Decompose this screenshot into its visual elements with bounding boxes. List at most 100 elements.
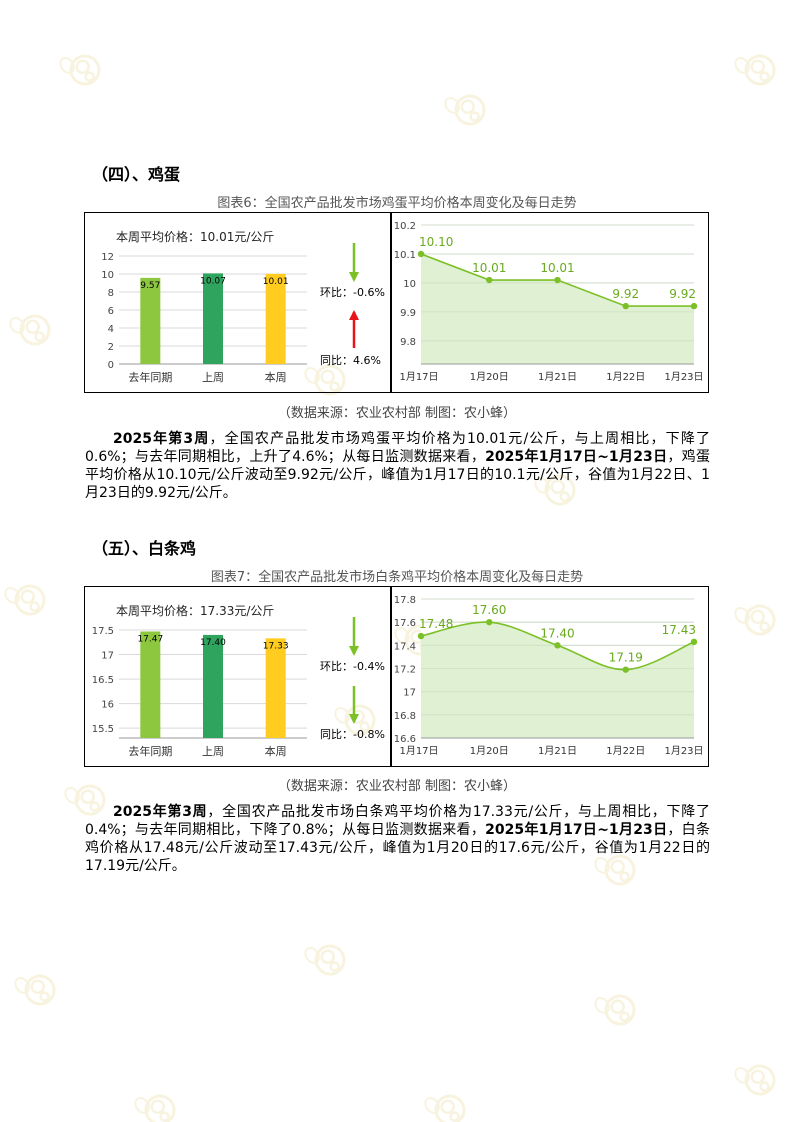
data-point: [690, 638, 698, 646]
line-y-tick-label: 16.8: [394, 711, 416, 722]
bar-y-tick-label: 16.5: [92, 675, 114, 686]
line-y-tick-label: 17: [403, 688, 416, 699]
data-label: 17.48: [419, 617, 453, 631]
data-label: 17.60: [472, 603, 506, 617]
bar-y-tick-label: 17: [101, 651, 114, 662]
watermark-bee-logo: [134, 1094, 176, 1122]
source-note-egg: （数据来源：农业农村部 制图：农小蜂）: [277, 406, 517, 421]
watermark-bee-logo: [14, 974, 56, 1006]
x-tick-label: 1月22日: [606, 371, 645, 383]
x-tick-label: 1月22日: [606, 745, 645, 757]
bar-y-tick-label: 4: [108, 324, 114, 335]
paragraph-bold: 2025年第3周: [113, 804, 208, 820]
figure-divider: [390, 587, 392, 766]
bar-data-label: 9.57: [140, 281, 160, 291]
bar-category-label: 去年同期: [128, 744, 172, 758]
summary-paragraph-egg: 2025年第3周，全国农产品批发市场鸡蛋平均价格为10.01元/公斤，与上周相比…: [85, 430, 710, 502]
watermark-bee-logo: [594, 994, 636, 1026]
x-tick-label: 1月21日: [538, 745, 577, 757]
area-fill: [421, 622, 694, 738]
bar-y-tick-label: 15.5: [92, 724, 114, 735]
figure-egg: 本周平均价格：10.01元/公斤 0 2 4 6 8 10 12 9.57 去年同期 10.07 上周…: [84, 212, 709, 393]
bar-data-label: 17.33: [263, 641, 289, 651]
data-label: 17.43: [662, 623, 696, 637]
paragraph-text: ，全国农产品批发市场鸡蛋平均价格为10.01元/公斤，与上周相比，下降了0.6%…: [85, 431, 710, 465]
line-chart-egg: 9.8 9.9 10 10.1 10.210.10 1月17日 10.01 1月20日 10.0…: [394, 221, 704, 383]
watermark-bee-logo: [734, 1064, 776, 1096]
bar-category-label: 上周: [202, 745, 224, 758]
x-tick-label: 1月23日: [664, 371, 703, 383]
watermark-bee-logo: [444, 94, 486, 126]
x-tick-label: 1月21日: [538, 371, 577, 383]
bar-data-label: 10.01: [263, 277, 289, 287]
line-y-tick-label: 10: [403, 279, 416, 290]
tongbi-label: 同比：4.6%: [320, 354, 381, 367]
bar-data-label: 17.47: [137, 634, 163, 644]
bar-y-tick-label: 16: [101, 700, 114, 711]
line-chart-chicken: 16.6 16.8 17 17.2 17.4 17.6 17.817.48 1月17日 17.6…: [394, 595, 704, 757]
bar-category-label: 本周: [265, 370, 287, 384]
figure-chicken: 本周平均价格：17.33元/公斤 15.5 16 16.5 17 17.5 17.47 去年同…: [84, 586, 709, 767]
watermark-bee-logo: [734, 604, 776, 636]
huanbi-label: 环比：-0.4%: [320, 660, 385, 673]
line-y-tick-label: 9.8: [400, 337, 416, 348]
weekly-average-label: 本周平均价格：17.33元/公斤: [116, 603, 274, 618]
bar-chart-chicken: 本周平均价格：17.33元/公斤 15.5 16 16.5 17 17.5 17.47 去年同…: [92, 603, 385, 758]
weekly-average-label: 本周平均价格：10.01元/公斤: [116, 229, 274, 244]
line-y-tick-label: 17.4: [394, 641, 416, 652]
bar-y-tick-label: 8: [108, 288, 114, 299]
bar-y-tick-label: 6: [108, 306, 114, 317]
bar-1: [203, 634, 223, 738]
data-point: [486, 276, 493, 284]
x-tick-label: 1月23日: [664, 745, 703, 757]
paragraph-text: ，鸡蛋平均价格从10.10元/公斤波动至9.92元/公斤，峰值为1月17日的10…: [85, 449, 710, 501]
line-y-tick-label: 17.6: [394, 618, 416, 629]
bar-2: [265, 273, 286, 364]
bar-0: [140, 277, 161, 364]
data-point: [486, 618, 493, 626]
line-y-tick-label: 17.2: [394, 665, 416, 676]
bar-category-label: 上周: [202, 371, 224, 384]
figure-caption-chicken: 图表7：全国农产品批发市场白条鸡平均价格本周变化及每日走势: [210, 570, 584, 585]
bar-y-tick-label: 0: [108, 360, 114, 371]
x-tick-label: 1月20日: [470, 371, 509, 383]
paragraph-bold: 2025年1月17日~1月23日: [485, 449, 668, 465]
huanbi-label: 环比：-0.6%: [320, 286, 385, 299]
figure-divider: [390, 213, 392, 392]
line-y-tick-label: 16.6: [394, 734, 416, 745]
data-label: 9.92: [612, 287, 639, 301]
bar-category-label: 本周: [265, 744, 287, 758]
data-label: 17.19: [609, 651, 643, 665]
watermark-bee-logo: [9, 314, 51, 346]
huanbi-arrow-icon-head: [349, 272, 359, 282]
tongbi-arrow-icon-head: [349, 714, 359, 724]
bar-1: [203, 273, 223, 364]
data-point: [622, 302, 629, 310]
bar-y-tick-label: 2: [108, 342, 114, 353]
line-y-tick-label: 9.9: [400, 308, 416, 319]
paragraph-bold: 2025年第3周: [113, 431, 210, 447]
bar-0: [140, 631, 161, 738]
tongbi-label: 同比：-0.8%: [320, 728, 385, 741]
x-tick-label: 1月17日: [399, 371, 438, 383]
data-point: [554, 276, 561, 284]
data-label: 10.10: [419, 235, 453, 249]
bar-chart-egg: 本周平均价格：10.01元/公斤 0 2 4 6 8 10 12 9.57 去年同期 10.07 上周…: [101, 229, 385, 384]
watermark-bee-logo: [59, 54, 101, 86]
bar-2: [265, 638, 286, 738]
paragraph-text: ，全国农产品批发市场白条鸡平均价格为17.33元/公斤，与上周相比，下降了0.4…: [85, 804, 710, 838]
data-label: 10.01: [472, 261, 506, 275]
data-point: [417, 250, 425, 258]
figure-caption-egg: 图表6：全国农产品批发市场鸡蛋平均价格本周变化及每日走势: [217, 196, 577, 211]
data-point: [622, 666, 629, 673]
bar-category-label: 去年同期: [128, 370, 172, 384]
tongbi-arrow-icon-head: [349, 310, 359, 320]
bar-data-label: 10.07: [200, 276, 226, 286]
bar-y-tick-label: 10: [101, 270, 114, 281]
data-label: 9.92: [669, 287, 696, 301]
bar-y-tick-label: 12: [101, 252, 114, 263]
data-point: [417, 632, 425, 640]
source-note-chicken: （数据来源：农业农村部 制图：农小蜂）: [277, 779, 517, 794]
x-tick-label: 1月20日: [470, 745, 509, 757]
section-title-chicken: （五）、白条鸡: [92, 539, 197, 558]
